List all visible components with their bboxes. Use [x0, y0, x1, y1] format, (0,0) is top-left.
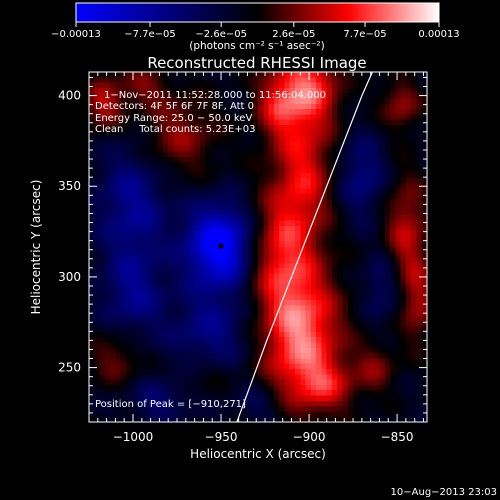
colorbar-tick-label: 7.7e−05 [343, 29, 386, 40]
y-tick-label: 300 [58, 270, 81, 284]
y-tick-label: 350 [58, 179, 81, 193]
colorbar-tick-label: 0.00013 [418, 29, 459, 40]
y-axis-label: Heliocentric Y (arcsec) [29, 180, 43, 315]
colorbar-tick-label: −7.7e−05 [124, 29, 176, 40]
x-axis-label: Heliocentric X (arcsec) [190, 447, 326, 461]
x-tick-label: −900 [293, 430, 326, 444]
colorbar [75, 2, 440, 23]
annotation-clean-counts: Clean Total counts: 5.23E+03 [95, 124, 255, 135]
x-tick-label: −950 [205, 430, 238, 444]
colorbar-tick-label: −2.6e−05 [195, 29, 247, 40]
annotation-time-range: 1−Nov−2011 11:52:28.000 to 11:56:04.000 [104, 90, 326, 101]
x-axis-ticks: −1000 −950 −900 −850 [88, 72, 424, 444]
min-marker-dot [218, 243, 224, 249]
x-tick-label: −850 [381, 430, 414, 444]
colorbar-units-label: (photons cm⁻² s⁻¹ asec⁻²) [189, 40, 324, 52]
colorbar-ticks: −0.00013 −7.7e−05 −2.6e−05 2.6e−05 7.7e−05 0.… [51, 22, 460, 40]
annotation-peak-position: Position of Peak = [−910,271] [95, 399, 246, 410]
colorbar-tick-label: −0.00013 [51, 29, 101, 40]
annotation-detectors: Detectors: 4F 5F 6F 7F 8F, Att 0 [95, 101, 254, 112]
plot-frame [88, 71, 428, 423]
y-tick-label: 400 [58, 89, 81, 103]
x-tick-label: −1000 [113, 430, 154, 444]
annotation-energy-range: Energy Range: 25.0 − 50.0 keV [95, 113, 252, 124]
footer-date: 10−Aug−2013 23:03 [391, 487, 497, 498]
y-tick-label: 250 [58, 361, 81, 375]
chart-title: Reconstructed RHESSI Image [147, 54, 366, 72]
y-axis-ticks: 250 300 350 400 [58, 76, 427, 414]
colorbar-tick-label: 2.6e−05 [272, 29, 315, 40]
solar-limb-curve [236, 72, 373, 422]
